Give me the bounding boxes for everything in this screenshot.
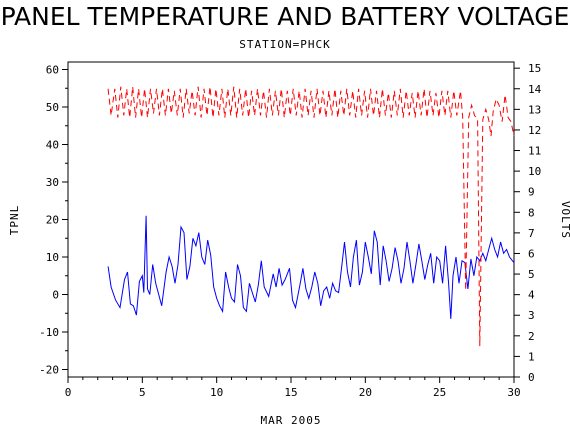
x-tick-label: 0	[65, 386, 72, 399]
x-tick-label: 15	[284, 386, 297, 399]
chart-title: PANEL TEMPERATURE AND BATTERY VOLTAGE	[0, 2, 570, 31]
left-tick-label: 30	[46, 176, 59, 189]
right-tick-label: 8	[528, 206, 535, 219]
left-axis-ticks: -20 -10 0 10 20 30 40 50 60	[39, 64, 68, 377]
left-axis-title: TPNL	[8, 205, 21, 236]
left-tick-label: 20	[46, 214, 59, 227]
right-tick-label: 10	[528, 165, 541, 178]
series-line-volts	[107, 86, 515, 347]
series-layer	[107, 86, 515, 347]
right-tick-label: 12	[528, 124, 541, 137]
right-tick-label: 11	[528, 145, 541, 158]
right-axis-title: VOLTS	[559, 201, 570, 239]
left-tick-label: 10	[46, 251, 59, 264]
right-tick-label: 5	[528, 268, 535, 281]
chart-subtitle: STATION=PHCK	[239, 38, 331, 51]
x-axis-title: MAR 2005	[261, 414, 322, 427]
right-tick-label: 1	[528, 350, 535, 363]
right-tick-label: 15	[528, 62, 541, 75]
right-tick-label: 14	[528, 83, 542, 96]
right-tick-label: 0	[528, 371, 535, 384]
x-axis-ticks: 0 5 10 15 20 25 30	[65, 377, 521, 399]
left-tick-label: -10	[39, 326, 59, 339]
right-tick-label: 7	[528, 227, 535, 240]
right-tick-label: 9	[528, 186, 535, 199]
x-tick-label: 20	[359, 386, 372, 399]
left-tick-label: 60	[46, 64, 59, 77]
x-tick-label: 5	[139, 386, 146, 399]
x-tick-label: 25	[433, 386, 446, 399]
right-tick-label: 4	[528, 289, 535, 302]
series-line-tpnl	[107, 215, 515, 319]
right-tick-label: 3	[528, 309, 535, 322]
left-tick-label: 40	[46, 139, 59, 152]
left-tick-label: 0	[52, 289, 59, 302]
x-tick-label: 30	[507, 386, 520, 399]
right-tick-label: 13	[528, 103, 541, 116]
x-tick-label: 10	[210, 386, 223, 399]
right-tick-label: 6	[528, 247, 535, 260]
left-tick-label: 50	[46, 101, 59, 114]
right-tick-label: 2	[528, 330, 535, 343]
left-tick-label: -20	[39, 364, 59, 377]
